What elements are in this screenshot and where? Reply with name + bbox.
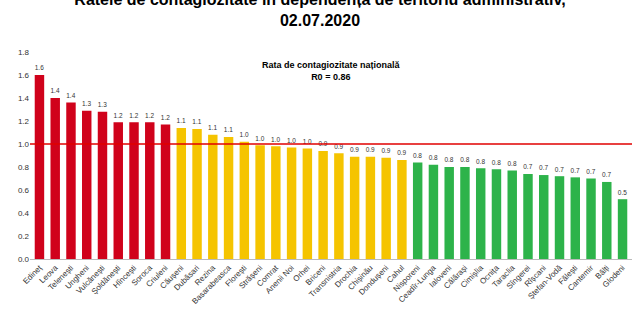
svg-text:Transnistria: Transnistria bbox=[307, 263, 343, 299]
svg-text:1.0: 1.0 bbox=[271, 136, 280, 143]
svg-text:0.5: 0.5 bbox=[618, 189, 627, 196]
svg-text:1.2: 1.2 bbox=[114, 112, 123, 119]
svg-text:0.6: 0.6 bbox=[18, 186, 30, 195]
svg-text:Nisporeni: Nisporeni bbox=[392, 263, 422, 293]
svg-text:Dondușeni: Dondușeni bbox=[357, 263, 391, 297]
svg-text:Cantemir: Cantemir bbox=[566, 263, 596, 293]
svg-text:1.0: 1.0 bbox=[240, 131, 249, 138]
svg-text:0.2: 0.2 bbox=[18, 232, 30, 241]
svg-text:Leova: Leova bbox=[38, 263, 60, 285]
svg-text:1.1: 1.1 bbox=[177, 117, 186, 124]
svg-text:Ungheni: Ungheni bbox=[64, 263, 92, 291]
svg-text:Glodeni: Glodeni bbox=[601, 263, 627, 289]
svg-text:Șoldănești: Șoldănești bbox=[90, 263, 123, 296]
svg-text:0.7: 0.7 bbox=[602, 171, 611, 178]
svg-text:Ratele de contagiozitate în de: Ratele de contagiozitate în dependență d… bbox=[74, 0, 565, 29]
svg-text:0.7: 0.7 bbox=[523, 163, 532, 170]
svg-text:Drochia: Drochia bbox=[333, 263, 359, 289]
svg-text:0.9: 0.9 bbox=[381, 147, 390, 154]
svg-text:1.6: 1.6 bbox=[35, 64, 44, 71]
svg-text:0.8: 0.8 bbox=[18, 163, 30, 172]
svg-text:0.9: 0.9 bbox=[397, 149, 406, 156]
svg-text:Briceni: Briceni bbox=[304, 263, 328, 287]
svg-text:Ialoveni: Ialoveni bbox=[428, 263, 454, 289]
svg-text:0.0: 0.0 bbox=[18, 255, 30, 264]
svg-text:Criuleni: Criuleni bbox=[144, 263, 170, 289]
svg-text:Soroca: Soroca bbox=[130, 263, 155, 288]
svg-text:0.8: 0.8 bbox=[492, 159, 501, 166]
svg-text:Bălți: Bălți bbox=[594, 263, 612, 281]
svg-text:1.2: 1.2 bbox=[145, 112, 154, 119]
svg-text:1.2: 1.2 bbox=[129, 112, 138, 119]
svg-text:1.1: 1.1 bbox=[208, 124, 217, 131]
svg-text:1.8: 1.8 bbox=[18, 48, 30, 57]
svg-text:Ocnița: Ocnița bbox=[478, 263, 501, 286]
svg-text:Cahul: Cahul bbox=[385, 263, 406, 284]
svg-text:Ceadîr-Lunga: Ceadîr-Lunga bbox=[397, 263, 438, 304]
svg-text:0.9: 0.9 bbox=[318, 140, 327, 147]
svg-text:Taraclia: Taraclia bbox=[491, 263, 517, 289]
svg-text:1.4: 1.4 bbox=[66, 92, 75, 99]
svg-text:Căușeni: Căușeni bbox=[158, 263, 185, 290]
svg-text:1.0: 1.0 bbox=[303, 138, 312, 145]
svg-text:1.1: 1.1 bbox=[192, 118, 201, 125]
svg-text:Călărași: Călărași bbox=[442, 263, 469, 290]
svg-text:1.0: 1.0 bbox=[287, 137, 296, 144]
svg-text:1.0: 1.0 bbox=[18, 140, 30, 149]
svg-text:0.8: 0.8 bbox=[413, 152, 422, 159]
svg-text:0.8: 0.8 bbox=[429, 154, 438, 161]
svg-text:1.2: 1.2 bbox=[18, 117, 30, 126]
svg-text:1.4: 1.4 bbox=[18, 94, 30, 103]
svg-text:Orhei: Orhei bbox=[291, 263, 311, 283]
svg-text:Telenești: Telenești bbox=[47, 263, 76, 292]
svg-text:0.8: 0.8 bbox=[476, 158, 485, 165]
svg-text:0.9: 0.9 bbox=[334, 143, 343, 150]
svg-text:0.7: 0.7 bbox=[539, 164, 548, 171]
svg-text:0.4: 0.4 bbox=[18, 209, 30, 218]
svg-text:Comrat: Comrat bbox=[255, 263, 280, 288]
svg-text:1.1: 1.1 bbox=[224, 126, 233, 133]
svg-text:0.9: 0.9 bbox=[350, 146, 359, 153]
svg-text:Edineț: Edineț bbox=[21, 263, 44, 286]
svg-text:Florești: Florești bbox=[224, 263, 249, 288]
svg-text:0.8: 0.8 bbox=[460, 156, 469, 163]
svg-text:Vulcănești: Vulcănești bbox=[74, 263, 106, 295]
svg-text:Fălești: Fălești bbox=[556, 263, 579, 286]
svg-text:Basarabeasca: Basarabeasca bbox=[190, 263, 233, 306]
svg-text:1.6: 1.6 bbox=[18, 71, 30, 80]
svg-text:1.2: 1.2 bbox=[161, 114, 170, 121]
svg-text:Rezina: Rezina bbox=[193, 263, 217, 287]
svg-text:Strășeni: Strășeni bbox=[237, 263, 264, 290]
svg-text:0.7: 0.7 bbox=[555, 166, 564, 173]
svg-text:Cimișlia: Cimișlia bbox=[459, 263, 486, 290]
svg-text:Chișinău: Chișinău bbox=[346, 263, 374, 291]
svg-text:Rîșcani: Rîșcani bbox=[523, 263, 548, 288]
svg-text:1.0: 1.0 bbox=[255, 135, 264, 142]
svg-text:Anenii Noi: Anenii Noi bbox=[264, 263, 296, 295]
svg-text:0.8: 0.8 bbox=[508, 160, 517, 167]
svg-text:1.3: 1.3 bbox=[82, 100, 91, 107]
svg-text:Rata de contagiozitate naționa: Rata de contagiozitate naționalăR0 = 0.8… bbox=[262, 60, 401, 82]
svg-text:Sîngerei: Sîngerei bbox=[505, 263, 533, 291]
svg-text:Dubăsari: Dubăsari bbox=[172, 263, 201, 292]
svg-text:1.4: 1.4 bbox=[50, 87, 59, 94]
svg-text:0.7: 0.7 bbox=[571, 167, 580, 174]
svg-text:Hîncești: Hîncești bbox=[111, 263, 138, 290]
svg-text:0.9: 0.9 bbox=[366, 146, 375, 153]
svg-text:1.3: 1.3 bbox=[98, 101, 107, 108]
svg-text:Ștefan-Vodă: Ștefan-Vodă bbox=[526, 263, 564, 301]
svg-text:0.7: 0.7 bbox=[586, 168, 595, 175]
svg-text:0.8: 0.8 bbox=[444, 156, 453, 163]
